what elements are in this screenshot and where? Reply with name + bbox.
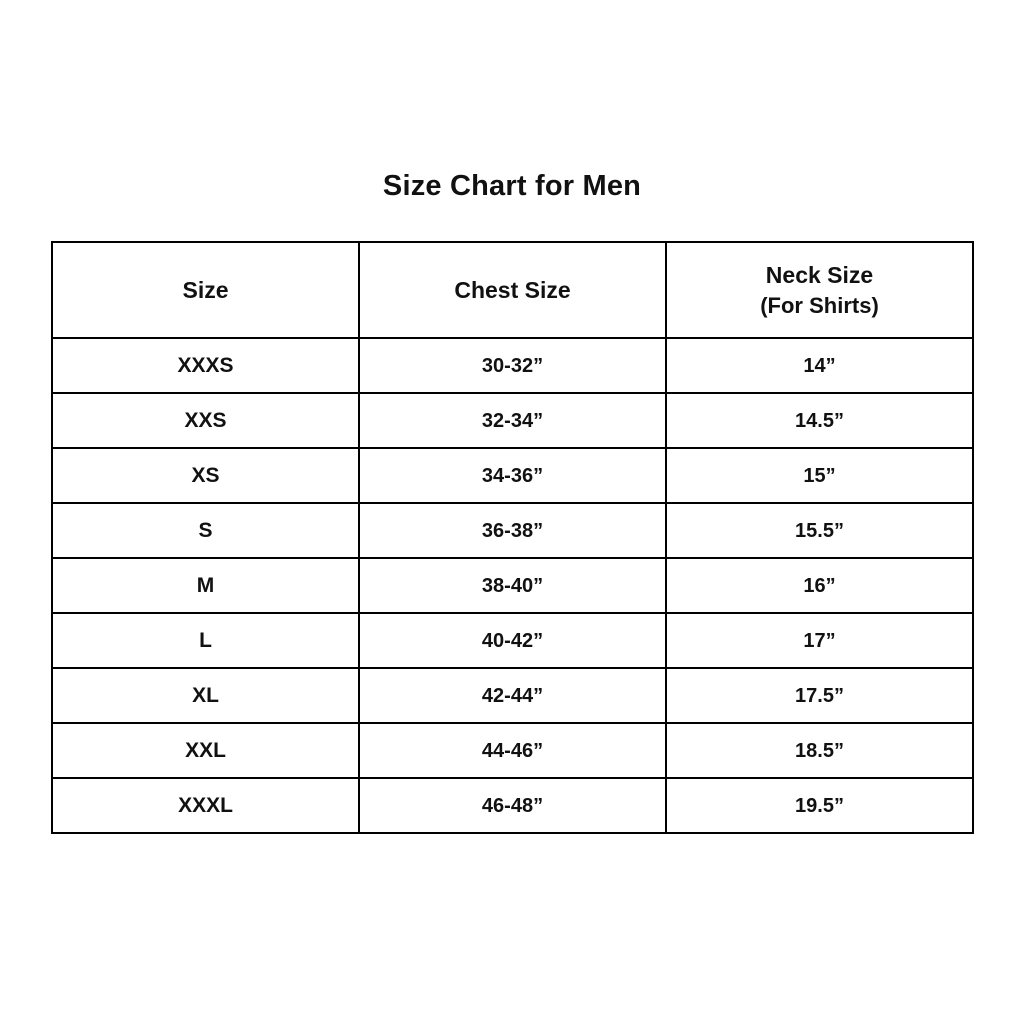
size-table-container: Size Chest Size Neck Size (For Shirts) X… bbox=[51, 241, 974, 834]
table-header: Size Chest Size Neck Size (For Shirts) bbox=[51, 241, 974, 339]
cell-neck: 16” bbox=[665, 557, 974, 614]
cell-size: XXXS bbox=[51, 337, 360, 394]
cell-chest: 34-36” bbox=[358, 447, 667, 504]
table-row: M 38-40” 16” bbox=[51, 557, 974, 614]
cell-neck: 15.5” bbox=[665, 502, 974, 559]
column-header-size: Size bbox=[51, 241, 360, 339]
cell-size: XXL bbox=[51, 722, 360, 779]
cell-size: S bbox=[51, 502, 360, 559]
cell-neck: 18.5” bbox=[665, 722, 974, 779]
cell-neck: 19.5” bbox=[665, 777, 974, 834]
cell-chest: 32-34” bbox=[358, 392, 667, 449]
page-title: Size Chart for Men bbox=[382, 170, 642, 202]
cell-chest: 30-32” bbox=[358, 337, 667, 394]
table-header-row: Size Chest Size Neck Size (For Shirts) bbox=[51, 241, 974, 339]
cell-chest: 42-44” bbox=[358, 667, 667, 724]
cell-chest: 36-38” bbox=[358, 502, 667, 559]
cell-size: XS bbox=[51, 447, 360, 504]
table-row: XL 42-44” 17.5” bbox=[51, 667, 974, 724]
column-header-neck-size: Neck Size (For Shirts) bbox=[665, 241, 974, 339]
cell-size: XXS bbox=[51, 392, 360, 449]
cell-neck: 17” bbox=[665, 612, 974, 669]
column-header-neck-size-sublabel: (For Shirts) bbox=[760, 292, 879, 318]
table-row: XXXS 30-32” 14” bbox=[51, 337, 974, 394]
cell-neck: 15” bbox=[665, 447, 974, 504]
table-row: L 40-42” 17” bbox=[51, 612, 974, 669]
column-header-chest-size: Chest Size bbox=[358, 241, 667, 339]
table-body: XXXS 30-32” 14” XXS 32-34” 14.5” XS 34-3… bbox=[51, 337, 974, 834]
cell-neck: 17.5” bbox=[665, 667, 974, 724]
cell-size: M bbox=[51, 557, 360, 614]
cell-chest: 46-48” bbox=[358, 777, 667, 834]
column-header-size-label: Size bbox=[182, 276, 229, 303]
table-row: XXL 44-46” 18.5” bbox=[51, 722, 974, 779]
table-row: XXS 32-34” 14.5” bbox=[51, 392, 974, 449]
cell-chest: 38-40” bbox=[358, 557, 667, 614]
column-header-neck-size-label: Neck Size bbox=[765, 262, 874, 289]
column-header-chest-size-label: Chest Size bbox=[454, 276, 571, 303]
cell-chest: 40-42” bbox=[358, 612, 667, 669]
cell-size: XXXL bbox=[51, 777, 360, 834]
table-row: XXXL 46-48” 19.5” bbox=[51, 777, 974, 834]
cell-size: L bbox=[51, 612, 360, 669]
table-row: S 36-38” 15.5” bbox=[51, 502, 974, 559]
cell-neck: 14” bbox=[665, 337, 974, 394]
cell-chest: 44-46” bbox=[358, 722, 667, 779]
table-row: XS 34-36” 15” bbox=[51, 447, 974, 504]
size-chart-table: Size Chest Size Neck Size (For Shirts) X… bbox=[51, 241, 974, 834]
cell-neck: 14.5” bbox=[665, 392, 974, 449]
cell-size: XL bbox=[51, 667, 360, 724]
